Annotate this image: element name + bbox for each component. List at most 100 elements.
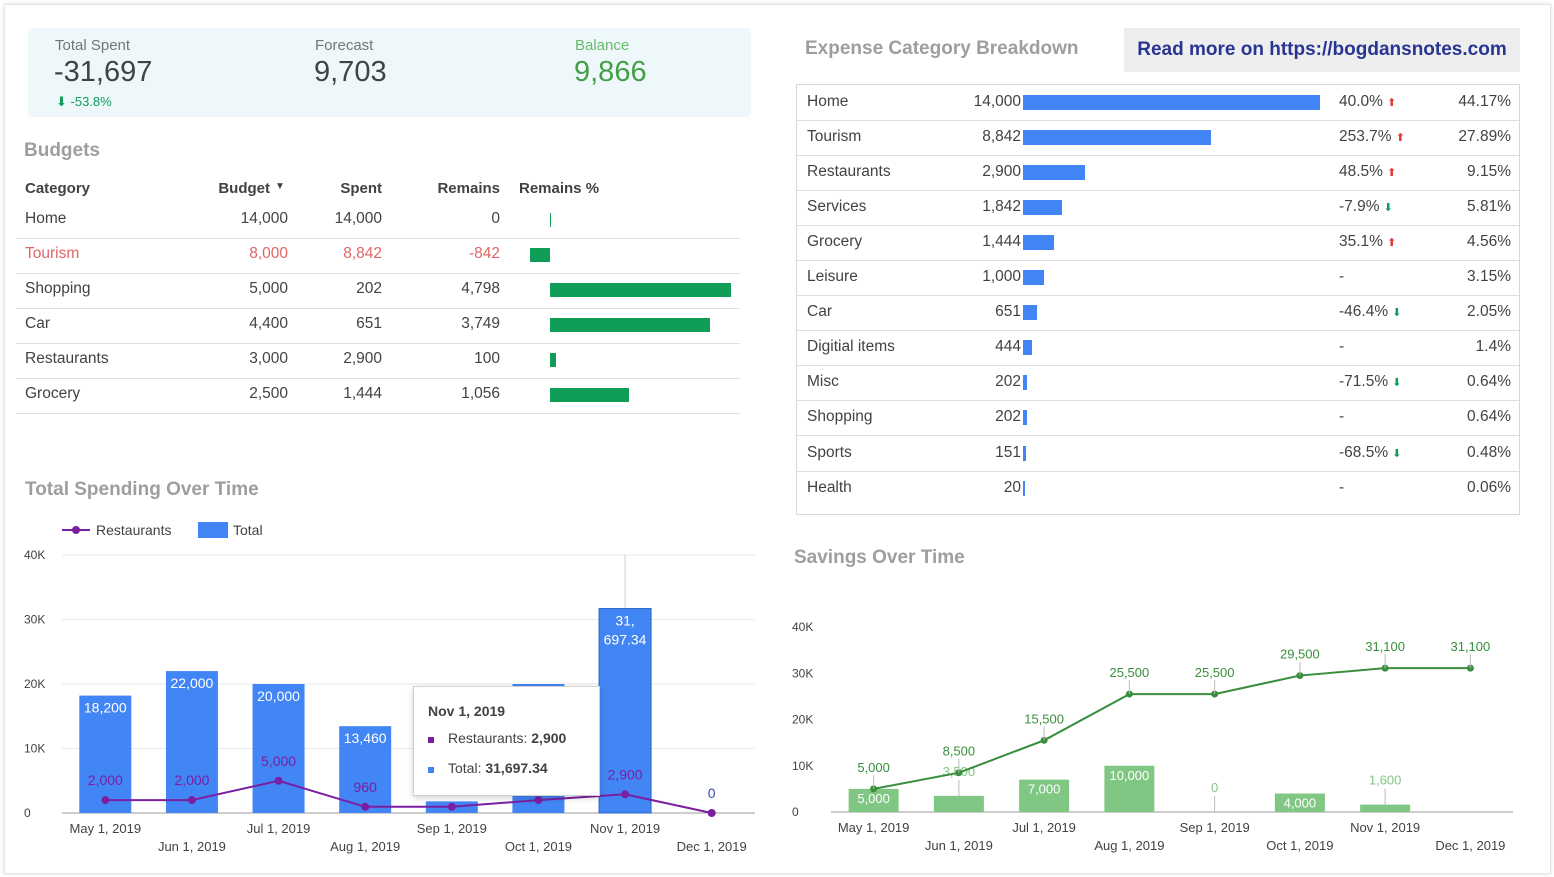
breakdown-row[interactable]: Home 14,000 40.0% ⬆ 44.17% <box>797 86 1519 121</box>
total-bar[interactable] <box>79 695 132 813</box>
breakdown-category: Shopping <box>807 408 873 426</box>
budget-spent: 1,444 <box>343 385 382 402</box>
breakdown-bar <box>1023 480 1025 496</box>
tooltip-title: Nov 1, 2019 <box>428 703 506 719</box>
budgets-title: Budgets <box>24 140 100 161</box>
restaurants-point[interactable] <box>274 776 283 785</box>
budget-row[interactable]: Home 14,000 14,000 0 <box>16 206 740 241</box>
legend-total[interactable]: Total <box>233 522 263 538</box>
budget-category: Home <box>25 210 67 227</box>
arrow-down-icon: ⬇ <box>1383 202 1393 215</box>
tooltip-total-swatch <box>428 767 434 773</box>
budget-remains: 100 <box>474 350 500 367</box>
restaurants-point[interactable] <box>101 796 110 805</box>
breakdown-bar <box>1023 445 1027 461</box>
breakdown-category: Home <box>807 93 849 110</box>
col-budget[interactable]: Budget <box>218 180 270 197</box>
remains-pct-bar <box>550 353 557 367</box>
legend-restaurants[interactable]: Restaurants <box>96 522 171 538</box>
budget-spent: 2,900 <box>343 350 382 367</box>
breakdown-row[interactable]: Digitial items 444 - 1.4% <box>797 331 1519 367</box>
breakdown-bar <box>1023 270 1045 286</box>
y-tick-label: 40K <box>792 620 813 634</box>
total-bar[interactable] <box>252 684 305 813</box>
breakdown-amount: 1,444 <box>982 233 1021 251</box>
line-value-label: 2,900 <box>608 766 643 782</box>
breakdown-bar <box>1023 200 1063 216</box>
budget-row[interactable]: Grocery 2,500 1,444 1,056 <box>16 381 740 416</box>
breakdown-amount: 651 <box>995 303 1021 321</box>
bar-value-label: 4,000 <box>1284 796 1317 811</box>
restaurants-point[interactable] <box>447 802 456 811</box>
breakdown-category: Restaurants <box>807 163 891 181</box>
col-category[interactable]: Category <box>25 180 91 197</box>
y-tick-label: 30K <box>24 613 45 627</box>
restaurants-line <box>105 779 712 814</box>
savings-bar[interactable] <box>933 795 984 812</box>
remains-pct-bar <box>530 248 550 262</box>
budget-category: Car <box>25 315 50 332</box>
breakdown-row[interactable]: Grocery 1,444 35.1% ⬆ 4.56% <box>797 226 1519 262</box>
line-value-label: 25,500 <box>1109 665 1149 680</box>
breakdown-bar <box>1023 305 1037 321</box>
bar-value-label: 20,000 <box>257 688 300 704</box>
breakdown-change: - <box>1339 408 1344 426</box>
col-spent[interactable]: Spent <box>340 180 382 197</box>
sort-desc-icon[interactable]: ▼ <box>275 181 285 192</box>
budget-remains: -842 <box>468 245 500 262</box>
breakdown-row[interactable]: Sports 151 -68.5% ⬇ 0.48% <box>797 437 1519 472</box>
breakdown-row[interactable]: Restaurants 2,900 48.5% ⬆ 9.15% <box>797 156 1519 192</box>
breakdown-share: 1.4% <box>1475 338 1511 356</box>
breakdown-row[interactable]: Leisure 1,000 - 3.15% <box>797 261 1519 297</box>
budget-row[interactable]: Car 4,400 651 3,749 <box>16 311 740 346</box>
savings-bar[interactable] <box>1019 779 1070 812</box>
bar-value-label: 10,000 <box>1109 768 1149 783</box>
kpi-panel: Total Spent -31,697 ⬇ -53.8% Forecast 9,… <box>28 28 751 117</box>
tooltip-total: Total: 31,697.34 <box>448 760 548 776</box>
budget-category: Shopping <box>25 280 91 297</box>
restaurants-point[interactable] <box>187 796 196 805</box>
budget-row[interactable]: Restaurants 3,000 2,900 100 <box>16 346 740 381</box>
total-bar[interactable] <box>598 608 652 814</box>
restaurants-point[interactable] <box>534 796 543 805</box>
savings-bar[interactable] <box>1104 765 1155 812</box>
y-tick-label: 30K <box>792 666 813 680</box>
x-tick-label: Dec 1, 2019 <box>677 839 747 854</box>
y-tick-label: 10K <box>24 742 45 756</box>
balance-value: 9,866 <box>574 56 647 88</box>
breakdown-category: Health <box>807 478 852 496</box>
budget-row[interactable]: Shopping 5,000 202 4,798 <box>16 276 740 311</box>
col-remains[interactable]: Remains <box>437 180 500 197</box>
breakdown-amount: 2,900 <box>982 163 1021 181</box>
row-divider <box>797 120 1519 121</box>
breakdown-amount: 151 <box>995 443 1021 461</box>
read-more-link[interactable]: Read more on https://bogdansnotes.com <box>1124 28 1520 72</box>
line-value-label: 31,100 <box>1450 639 1490 654</box>
col-remains-pct[interactable]: Remains % <box>519 180 600 197</box>
restaurants-point[interactable] <box>361 802 370 811</box>
y-tick-label: 0 <box>792 805 799 819</box>
savings-bar[interactable] <box>848 788 899 812</box>
breakdown-row[interactable]: Misc 202 -71.5% ⬇ 0.64% <box>797 366 1519 402</box>
savings-bar[interactable] <box>1274 793 1325 813</box>
x-tick-label: Sep 1, 2019 <box>417 821 487 836</box>
breakdown-amount: 1,000 <box>982 268 1021 286</box>
breakdown-share: 0.64% <box>1467 408 1511 426</box>
balance-label: Balance <box>575 37 630 54</box>
breakdown-row[interactable]: Services 1,842 -7.9% ⬇ 5.81% <box>797 191 1519 227</box>
breakdown-bar <box>1023 165 1085 181</box>
restaurants-point[interactable] <box>707 809 716 817</box>
savings-bar[interactable] <box>1360 804 1411 812</box>
budget-row[interactable]: Tourism 8,000 8,842 -842 <box>16 241 740 276</box>
budget-category: Tourism <box>25 245 80 262</box>
arrow-down-icon: ⬇ <box>1392 307 1402 320</box>
breakdown-change: -46.4% ⬇ <box>1339 303 1401 321</box>
total-bar[interactable] <box>165 671 218 813</box>
breakdown-row[interactable]: Health 20 - 0.06% <box>797 472 1519 507</box>
breakdown-row[interactable]: Shopping 202 - 0.64% <box>797 401 1519 437</box>
breakdown-row[interactable]: Car 651 -46.4% ⬇ 2.05% <box>797 296 1519 332</box>
breakdown-row[interactable]: Tourism 8,842 253.7% ⬆ 27.89% <box>797 121 1519 157</box>
restaurants-point[interactable] <box>621 790 630 799</box>
total-bar[interactable] <box>339 726 392 813</box>
breakdown-amount: 8,842 <box>982 128 1021 146</box>
